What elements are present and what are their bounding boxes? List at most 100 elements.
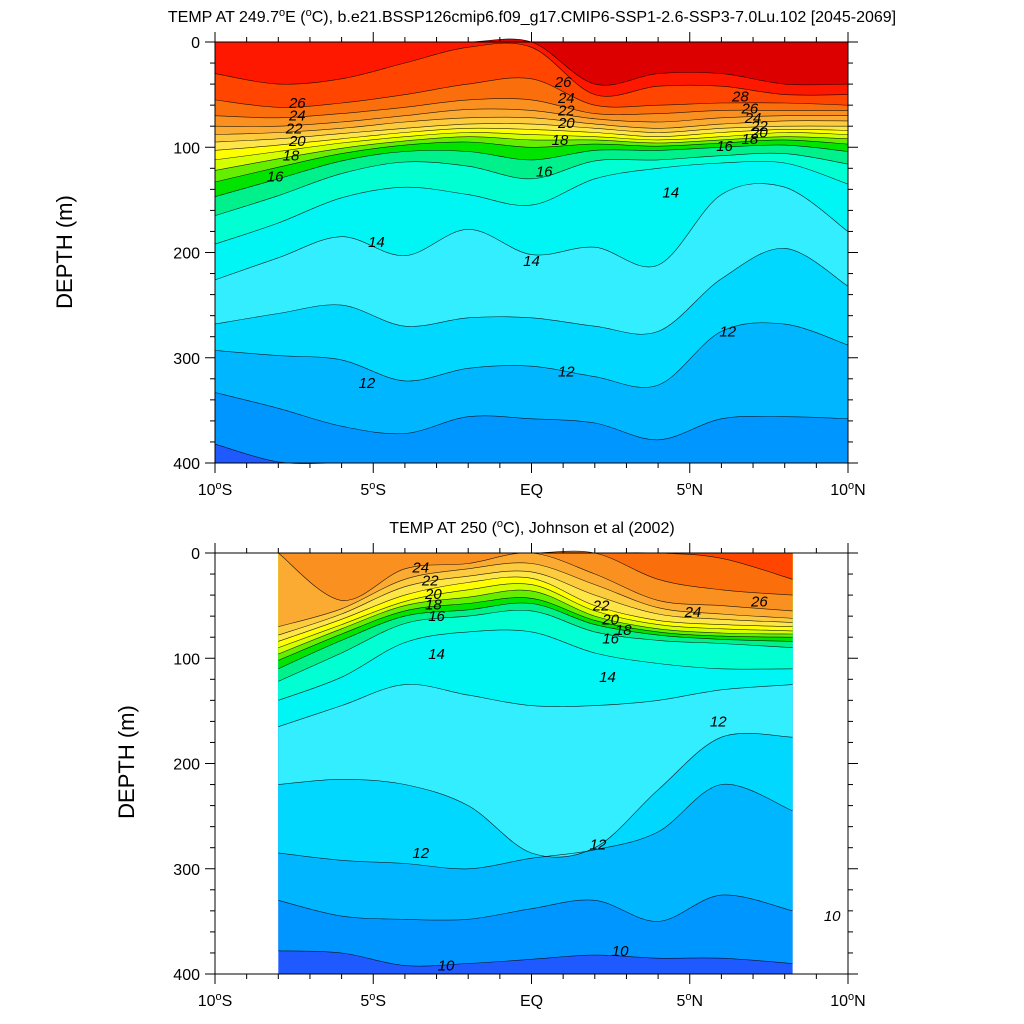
isotherm-21 bbox=[214, 127, 849, 151]
isotherm-13 bbox=[278, 732, 793, 858]
isotherm-25 bbox=[214, 98, 848, 119]
x-tick-label: EQ bbox=[520, 993, 543, 1010]
x-tick-label: EQ bbox=[520, 482, 543, 499]
contour-label: 12 bbox=[710, 713, 727, 730]
contour-label: 26 bbox=[288, 95, 306, 112]
isotherm-21 bbox=[278, 576, 793, 642]
contour-label: 20 bbox=[557, 115, 575, 132]
x-tick-label: 5oS bbox=[360, 991, 386, 1010]
contour-label: 12 bbox=[359, 375, 376, 392]
isotherm-26 bbox=[214, 77, 849, 108]
contour-label: 18 bbox=[615, 622, 632, 639]
contour-label: 14 bbox=[428, 646, 445, 663]
contour-label: 26 bbox=[554, 74, 572, 91]
contour-label: 10 bbox=[438, 958, 455, 975]
contour-label: 18 bbox=[742, 131, 759, 148]
x-tick-label: 5oN bbox=[676, 480, 703, 499]
contour-label: 16 bbox=[602, 630, 619, 647]
x-tick-label: 5oN bbox=[676, 991, 703, 1010]
isotherm-27 bbox=[214, 42, 849, 97]
contour-label: 26 bbox=[750, 593, 768, 610]
panel-bottom-axes: 0 100 200 300 400 10oS 5oS EQ 5oN 10oN bbox=[173, 543, 866, 1010]
y-tick-label: 400 bbox=[173, 967, 200, 984]
contour-label: 22 bbox=[421, 572, 439, 589]
contour-label: 28 bbox=[731, 89, 749, 106]
isotherm-16 bbox=[214, 152, 849, 216]
contour-label: 22 bbox=[592, 598, 610, 615]
x-tick-label: 10oN bbox=[830, 991, 865, 1010]
panel-top-fills bbox=[215, 38, 848, 464]
isotherm-18 bbox=[278, 597, 793, 661]
contour-label: 16 bbox=[267, 169, 284, 186]
contour-label: 12 bbox=[558, 363, 575, 380]
contour-label: 12 bbox=[412, 845, 429, 862]
isotherm-16 bbox=[278, 609, 793, 682]
isotherm-19 bbox=[278, 589, 793, 655]
panel-top-axes: 0 100 200 300 400 10oS 5oS EQ 5oN 10oN bbox=[173, 32, 866, 499]
y-tick-label: 200 bbox=[173, 757, 200, 774]
y-tick-label: 300 bbox=[173, 351, 200, 368]
contour-label: 14 bbox=[662, 185, 679, 202]
contour-label: 24 bbox=[411, 560, 429, 577]
isotherm-18 bbox=[214, 139, 849, 183]
contour-label: 22 bbox=[557, 102, 575, 119]
panel-bottom-fills bbox=[278, 551, 793, 974]
contour-label: 14 bbox=[599, 669, 616, 686]
isotherm-11 bbox=[214, 392, 849, 441]
isotherm-14 bbox=[278, 684, 793, 727]
panel-top-title: TEMP AT 249.7oE (oC), b.e21.BSSP126cmip6… bbox=[168, 7, 896, 26]
panel-top-contour-labels: 2624222018161414121226242220181614122826… bbox=[267, 74, 769, 392]
isotherm-23 bbox=[278, 562, 793, 627]
isotherm-19 bbox=[214, 136, 849, 171]
x-tick-label: 10oN bbox=[830, 480, 865, 499]
contour-label: 20 bbox=[288, 133, 306, 150]
y-tick-label: 400 bbox=[173, 456, 200, 473]
isotherm-22 bbox=[214, 123, 849, 143]
isotherm-12 bbox=[278, 784, 793, 870]
contour-label: 16 bbox=[428, 608, 445, 625]
contour-label: 14 bbox=[523, 253, 540, 270]
y-tick-label: 0 bbox=[191, 546, 200, 563]
y-tick-label: 200 bbox=[173, 246, 200, 263]
contour-label: 22 bbox=[285, 120, 303, 137]
panel-top: TEMP AT 249.7oE (oC), b.e21.BSSP126cmip6… bbox=[52, 7, 896, 499]
contour-label: 10 bbox=[824, 908, 841, 925]
contour-label: 18 bbox=[552, 132, 569, 149]
isotherm-15 bbox=[278, 629, 793, 701]
x-tick-label: 5oS bbox=[360, 480, 386, 499]
isotherm-14 bbox=[214, 183, 849, 281]
panel-bottom-ylabel: DEPTH (m) bbox=[114, 705, 139, 819]
y-tick-label: 300 bbox=[173, 862, 200, 879]
contour-label: 16 bbox=[716, 138, 733, 155]
isotherm-20 bbox=[214, 132, 849, 161]
contour-label: 24 bbox=[684, 604, 702, 621]
isotherm-10 bbox=[278, 950, 793, 967]
isotherm-24 bbox=[214, 108, 849, 127]
contour-label: 18 bbox=[283, 148, 300, 165]
y-tick-label: 100 bbox=[173, 651, 200, 668]
contour-label: 14 bbox=[368, 234, 385, 251]
x-tick-label: 10oS bbox=[198, 480, 233, 499]
contour-label: 18 bbox=[425, 597, 442, 614]
isotherm-17 bbox=[214, 144, 849, 198]
panel-top-ylabel: DEPTH (m) bbox=[52, 195, 77, 309]
temp-band-25 bbox=[278, 551, 793, 596]
x-tick-label: 10oS bbox=[198, 991, 233, 1010]
isotherm-11 bbox=[278, 894, 793, 922]
isotherm-22 bbox=[278, 570, 793, 636]
isotherm-20 bbox=[278, 583, 793, 649]
isotherm-12 bbox=[214, 322, 849, 388]
contour-label: 24 bbox=[288, 108, 306, 125]
isotherm-13 bbox=[214, 247, 849, 335]
temp-band-28 bbox=[215, 38, 848, 86]
contour-label: 26 bbox=[741, 100, 759, 117]
contour-label: 16 bbox=[536, 163, 553, 180]
isotherm-23 bbox=[214, 116, 849, 135]
contour-label: 22 bbox=[750, 118, 768, 135]
contour-label: 10 bbox=[612, 943, 629, 960]
temp-band-26 bbox=[278, 552, 793, 580]
isotherm-17 bbox=[278, 602, 793, 670]
contour-label: 12 bbox=[719, 323, 736, 340]
